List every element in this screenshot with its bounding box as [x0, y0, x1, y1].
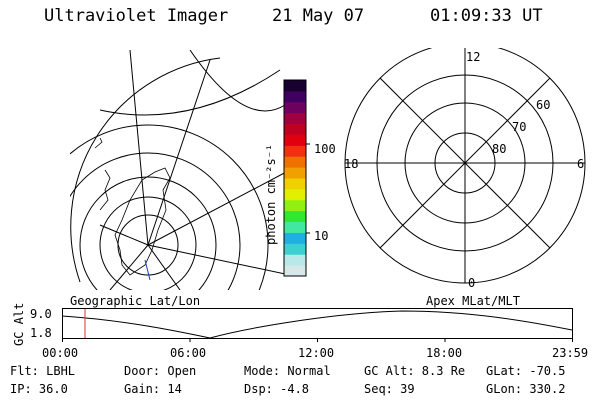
- altitude-ylabel: GC Alt: [12, 302, 26, 346]
- colorbar-segment: [284, 123, 306, 135]
- coastline: [99, 169, 111, 211]
- x-tick-label-2359: 23:59: [552, 346, 589, 360]
- info-gain: Gain: 14: [124, 382, 182, 396]
- polar-panel-label: Apex MLat/MLT: [426, 294, 520, 308]
- lat-circle: [79, 176, 217, 290]
- altitude-y-bottom: 1.8: [30, 326, 52, 340]
- lat-arc: [99, 69, 281, 116]
- colorbar: [283, 79, 310, 277]
- colorbar-segment: [284, 243, 306, 255]
- x-tick-label-0600: 06:00: [170, 346, 207, 360]
- altitude-y-top: 9.0: [30, 307, 52, 321]
- colorbar-segment: [284, 232, 306, 244]
- info-ip: IP: 36.0: [10, 382, 68, 396]
- mlt-0-label: 0: [468, 276, 476, 290]
- colorbar-tick-100: 100: [314, 142, 336, 156]
- colorbar-segment: [284, 101, 306, 114]
- coastline: [94, 137, 103, 149]
- lon-line: [99, 224, 149, 246]
- app-title: Ultraviolet Imager: [44, 6, 229, 26]
- info-seq: Seq: 39: [364, 382, 415, 396]
- info-glon: GLon: 330.2: [486, 382, 566, 396]
- footprint-line: [144, 259, 151, 281]
- lon-line: [147, 169, 290, 246]
- lat-circle: [70, 124, 269, 290]
- colorbar-segment: [284, 188, 306, 201]
- x-tick-label-1200: 12:00: [298, 346, 335, 360]
- geographic-map: [70, 50, 290, 290]
- colorbar-segment: [284, 221, 306, 233]
- colorbar-segment: [284, 210, 306, 223]
- info-door: Door: Open: [124, 364, 197, 378]
- colorbar-segment: [284, 90, 306, 103]
- altitude-plot-frame: [62, 308, 573, 339]
- x-tick-label-1800: 18:00: [426, 346, 463, 360]
- geo-panel-label: Geographic Lat/Lon: [70, 294, 201, 308]
- colorbar-unit-label: photon cm⁻²s⁻¹: [264, 143, 278, 245]
- time-label: 01:09:33 UT: [430, 6, 543, 26]
- lat-circle: [99, 196, 197, 290]
- colorbar-frame: [283, 79, 307, 277]
- date-label: 21 May 07: [272, 6, 365, 26]
- lon-line: [129, 50, 149, 246]
- mlt-12-label: 12: [466, 50, 481, 64]
- info-glat: GLat: -70.5: [486, 364, 566, 378]
- colorbar-tick-10: 10: [314, 229, 329, 243]
- info-mode: Mode: Normal: [244, 364, 331, 378]
- mlt-6-label: 6: [577, 157, 585, 171]
- altitude-plot: [62, 308, 573, 342]
- polar-diagonal: [379, 77, 551, 249]
- colorbar-segment: [284, 134, 306, 146]
- colorbar-segment: [284, 265, 306, 277]
- coastline: [114, 167, 171, 276]
- mlt-18-label: 18: [344, 157, 359, 171]
- mlat-80-label: 80: [492, 142, 507, 156]
- x-tick-label-0000: 00:00: [42, 346, 79, 360]
- lon-line: [147, 244, 290, 276]
- colorbar-segment: [284, 178, 306, 190]
- lon-line: [109, 244, 149, 290]
- info-dsp: Dsp: -4.8: [244, 382, 310, 396]
- colorbar-segment: [284, 80, 306, 92]
- info-gc-alt: GC Alt: 8.3 Re: [364, 364, 466, 378]
- altitude-curve: [62, 310, 573, 339]
- colorbar-segment: [284, 167, 306, 179]
- lat-circle: [70, 152, 241, 290]
- mlat-70-label: 70: [512, 120, 527, 134]
- lon-line: [147, 59, 211, 246]
- colorbar-segment: [284, 156, 306, 168]
- mlat-60-label: 60: [536, 98, 551, 112]
- colorbar-segment: [284, 112, 306, 125]
- info-flt: Flt: LBHL: [10, 364, 76, 378]
- colorbar-segment: [284, 199, 306, 212]
- polar-grid: [344, 48, 586, 284]
- colorbar-segment: [284, 145, 306, 157]
- lat-arc: [189, 50, 286, 112]
- lon-line: [147, 244, 181, 290]
- colorbar-segment: [284, 254, 306, 266]
